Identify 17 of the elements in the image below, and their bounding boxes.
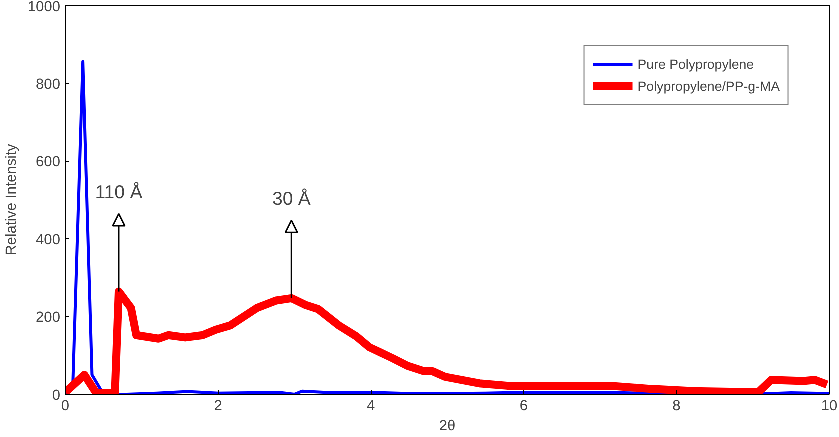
x-tick-label: 6 (520, 398, 528, 414)
legend-label: Pure Polypropylene (638, 56, 754, 72)
x-tick-label: 8 (672, 398, 681, 414)
x-tick-label: 10 (821, 398, 838, 414)
annotation: 110 Å (95, 181, 144, 202)
y-axis-title: Relative Intensity (4, 144, 20, 256)
y-tick-label: 400 (36, 232, 61, 248)
x-tick-label: 4 (367, 398, 376, 414)
x-tick-label: 2 (214, 398, 222, 414)
x-axis-title: 2θ (439, 418, 456, 434)
y-tick-label: 1000 (28, 0, 61, 16)
y-tick-label: 0 (52, 388, 61, 404)
y-tick-label: 800 (36, 76, 61, 93)
legend-label: Polypropylene/PP-g-MA (638, 78, 780, 94)
y-tick-label: 600 (36, 154, 61, 171)
annotation: 30 Å (272, 188, 312, 209)
y-tick-label: 200 (36, 310, 61, 326)
